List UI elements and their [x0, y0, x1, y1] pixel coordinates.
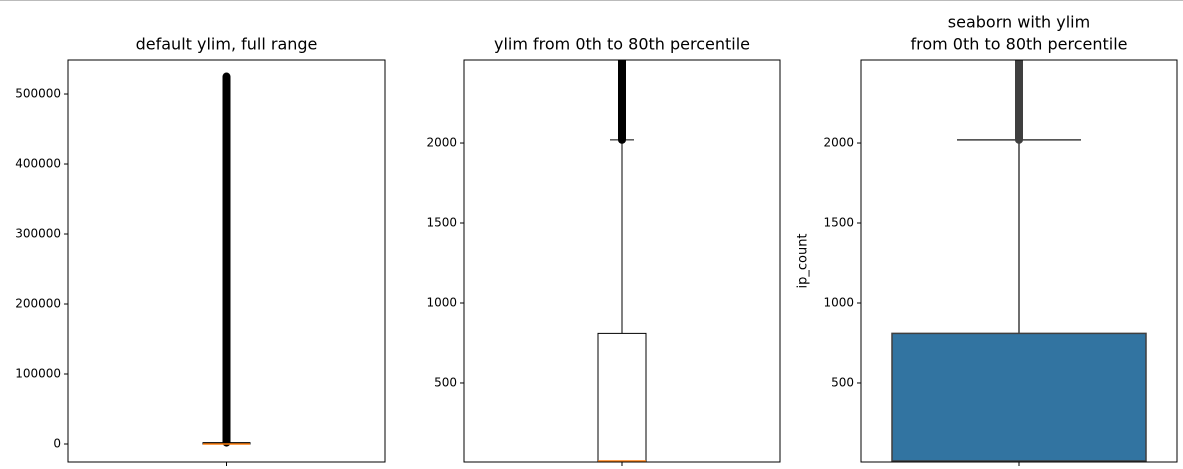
y-tick-label: 400000 — [15, 157, 61, 171]
fliers — [222, 72, 231, 447]
axes-frame — [463, 59, 781, 463]
y-tick-label: 0 — [53, 437, 61, 451]
plot-area — [202, 72, 251, 447]
fliers — [1015, 60, 1023, 144]
y-tick-label: 1000 — [426, 295, 457, 309]
y-tick-label: 500 — [434, 375, 457, 389]
y-tick-label: 2000 — [823, 136, 854, 150]
subplot-title: seaborn with ylim — [948, 13, 1090, 32]
subplot-title: from 0th to 80th percentile — [910, 35, 1127, 54]
axes-frame — [67, 59, 386, 463]
plot-area — [597, 60, 647, 462]
y-tick-label: 300000 — [15, 227, 61, 241]
y-tick-label: 1500 — [426, 216, 457, 230]
axes-frame — [860, 59, 1178, 463]
subplot: seaborn with ylim from 0th to 80th percen… — [796, 13, 1178, 466]
subplot: ylim from 0th to 80th percentile 500 1000 1… — [426, 35, 781, 466]
box — [891, 332, 1147, 462]
y-tick-label: 200000 — [15, 297, 61, 311]
y-tick-label: 1500 — [823, 216, 854, 230]
subplot-title: default ylim, full range — [136, 35, 318, 54]
y-tick-label: 2000 — [426, 136, 457, 150]
y-tick-label: 1000 — [823, 295, 854, 309]
y-tick-label: 100000 — [15, 367, 61, 381]
fliers — [618, 60, 626, 144]
subplot: default ylim, full range 0 100000 200000 300… — [15, 35, 386, 466]
plot-area — [891, 60, 1147, 462]
y-tick-label: 500000 — [15, 87, 61, 101]
box — [597, 332, 647, 462]
y-tick-label: 500 — [831, 375, 854, 389]
y-axis-label: ip_count — [796, 233, 811, 288]
subplot-title: ylim from 0th to 80th percentile — [494, 35, 750, 54]
